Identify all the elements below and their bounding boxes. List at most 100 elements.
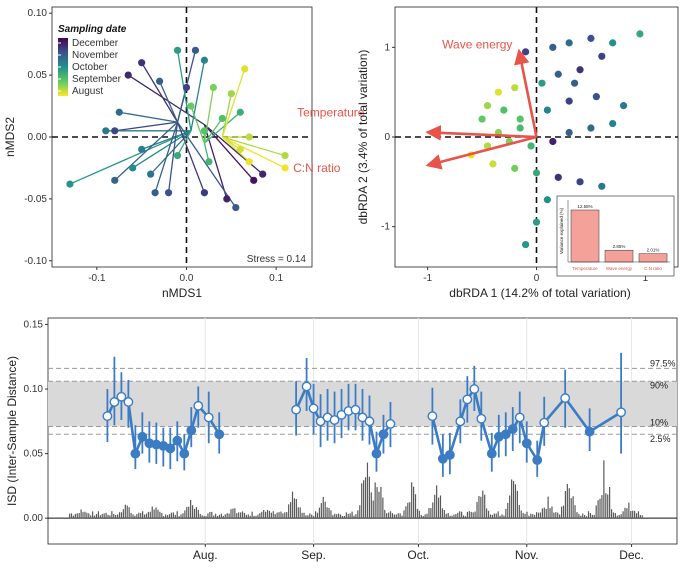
activity-bar <box>161 512 163 519</box>
activity-bar <box>620 514 622 519</box>
activity-bar <box>574 505 576 519</box>
vector-label: Wave energy <box>442 37 512 51</box>
panel-c-ylabel: ISD (Inter-Sample Distance) <box>5 356 19 506</box>
activity-bar <box>345 512 347 519</box>
isd-point <box>165 443 176 454</box>
activity-bar <box>117 514 119 519</box>
activity-bar <box>468 511 470 519</box>
activity-bar <box>182 513 184 519</box>
isd-point <box>486 448 497 459</box>
activity-bar <box>576 512 578 519</box>
dbrda-point <box>609 39 617 47</box>
x-tick-label: -0.1 <box>88 273 106 284</box>
activity-bar <box>113 513 115 519</box>
y-tick-label: 0.05 <box>24 449 44 460</box>
activity-bar <box>178 516 180 519</box>
legend-label: August <box>72 86 103 97</box>
activity-bar <box>103 513 105 519</box>
activity-bar <box>168 514 171 519</box>
activity-bar <box>120 512 123 519</box>
isd-point <box>364 416 375 427</box>
activity-bar <box>305 515 307 519</box>
activity-bar <box>265 511 267 519</box>
activity-bar <box>512 480 515 519</box>
activity-bar <box>422 515 424 519</box>
dbrda-point <box>636 30 644 38</box>
activity-bar <box>436 485 438 519</box>
activity-bar <box>330 510 332 519</box>
isd-point <box>329 415 340 425</box>
y-tick-label: 0.10 <box>24 384 44 395</box>
activity-bar <box>163 516 165 519</box>
activity-bar <box>109 515 111 519</box>
activity-bar <box>585 516 588 519</box>
dbrda-point <box>516 115 524 123</box>
nmds-point <box>236 108 244 116</box>
nmds-point <box>102 127 110 135</box>
activity-bar <box>191 505 194 519</box>
isd-point <box>521 438 532 449</box>
activity-bar <box>635 513 638 519</box>
activity-bar <box>614 513 616 519</box>
x-tick-label: Oct. <box>407 548 429 562</box>
activity-bar <box>562 505 565 519</box>
activity-bar <box>534 515 536 519</box>
activity-bar <box>386 513 388 519</box>
nmds-point <box>200 127 209 135</box>
activity-bar <box>78 513 80 519</box>
activity-bar <box>284 512 286 519</box>
activity-bar <box>489 514 492 519</box>
y-tick-label: 0.00 <box>24 513 44 524</box>
activity-bar <box>280 511 282 519</box>
spider-segment <box>132 130 192 169</box>
activity-bar <box>395 514 397 519</box>
activity-bar <box>326 507 328 519</box>
nmds-point <box>147 170 155 178</box>
activity-bar <box>457 512 459 519</box>
x-tick-label: Dec. <box>619 548 644 562</box>
x-tick-label: 0.0 <box>180 273 194 284</box>
activity-bar <box>578 513 580 519</box>
activity-bar <box>505 508 507 519</box>
activity-bar <box>255 515 257 519</box>
dbrda-point <box>576 178 584 186</box>
x-tick-label: Nov. <box>515 548 539 562</box>
panel-b-xlabel: dbRDA 1 (14.2% of total variation) <box>449 286 630 300</box>
activity-bar <box>374 482 376 519</box>
activity-bar <box>351 511 353 519</box>
panel-c: c 97.5%90%10%2.5%Aug.Sep.Oct.Nov.Dec.0.0… <box>5 317 678 562</box>
activity-bar <box>174 514 176 519</box>
activity-bar <box>449 515 451 519</box>
activity-bar <box>378 491 380 519</box>
nmds-point <box>200 189 209 197</box>
activity-bar <box>560 506 563 519</box>
spider-segment <box>167 122 179 193</box>
activity-bar <box>520 510 522 519</box>
activity-bar <box>564 491 567 519</box>
isd-point <box>378 429 389 440</box>
activity-bar <box>68 513 71 519</box>
activity-bar <box>99 515 101 519</box>
isd-point <box>308 403 319 414</box>
activity-bar <box>291 491 294 519</box>
dbrda-point <box>592 93 600 101</box>
dbrda-point <box>598 52 606 60</box>
y-tick-label: 0.15 <box>24 319 44 330</box>
dbrda-point <box>554 173 562 181</box>
isd-point <box>186 425 197 436</box>
dbrda-point <box>565 128 573 137</box>
activity-bar <box>632 510 634 519</box>
isd-point <box>532 455 543 465</box>
activity-bar <box>211 511 213 519</box>
isd-point <box>514 412 525 423</box>
isd-point <box>500 429 511 440</box>
activity-bar <box>197 509 199 519</box>
spider-segment <box>119 111 178 123</box>
activity-bar <box>82 512 84 519</box>
nmds-point <box>138 59 146 67</box>
isd-point <box>455 416 466 427</box>
dbrda-point <box>598 182 606 190</box>
activity-bar <box>234 508 236 519</box>
nmds-point <box>124 71 132 79</box>
